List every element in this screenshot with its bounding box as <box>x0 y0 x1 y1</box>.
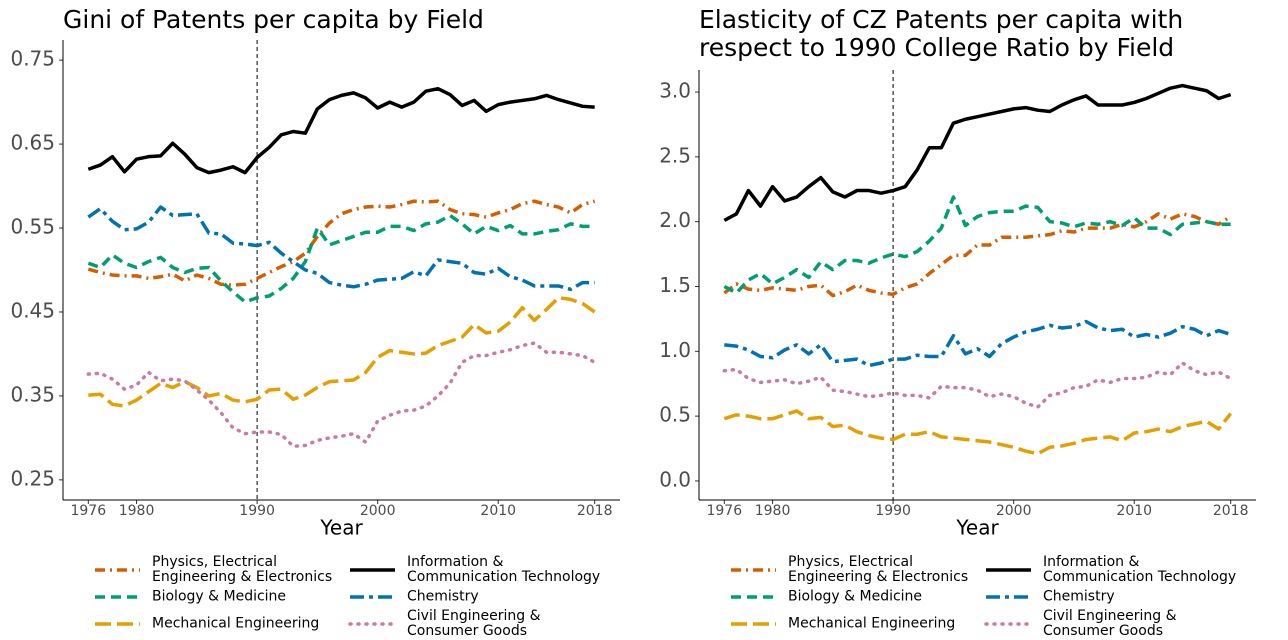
x-tick-label: 2010 <box>1116 503 1152 519</box>
y-tick-label: 0.0 <box>659 467 691 491</box>
series-line <box>722 361 1233 409</box>
x-tick-label: 2000 <box>996 503 1032 519</box>
legend-label: Information & Communication Technology <box>1043 554 1237 585</box>
y-tick-label: 0.25 <box>10 466 55 490</box>
x-tick-label: 1976 <box>706 503 742 519</box>
y-tick-label: 0.35 <box>10 382 55 406</box>
chart-title: Elasticity of CZ Patents per capita with… <box>699 5 1184 62</box>
y-tick-label: 2.0 <box>659 208 691 232</box>
y-tick-label: 0.5 <box>659 403 691 427</box>
series-line <box>723 212 1232 298</box>
series-line <box>723 83 1232 222</box>
series-line <box>88 295 596 408</box>
y-tick-label: 0.45 <box>10 298 55 322</box>
series-line <box>724 319 1232 368</box>
series-line <box>87 205 595 292</box>
x-axis-title: Year <box>955 516 999 540</box>
legend-label: Biology & Medicine <box>788 588 923 605</box>
y-tick-label: 1.0 <box>659 338 691 362</box>
series-line <box>723 195 1231 295</box>
x-tick-label: 2018 <box>1213 503 1249 519</box>
legend-label: Physics, Electrical Engineering & Electr… <box>152 554 333 585</box>
y-tick-label: 0.65 <box>10 131 55 155</box>
legend-label: Civil Engineering & Consumer Goods <box>1043 608 1177 639</box>
x-tick-label: 2000 <box>360 503 396 519</box>
series-line <box>86 341 597 449</box>
legend-label: Chemistry <box>1043 588 1115 605</box>
legend-label: Civil Engineering & Consumer Goods <box>407 608 541 639</box>
chart-title: Gini of Patents per capita by Field <box>63 5 484 34</box>
series-line <box>87 213 595 304</box>
x-tick-label: 1976 <box>70 503 106 519</box>
legend-label: Mechanical Engineering <box>788 615 956 632</box>
legend-label: Information & Communication Technology <box>407 554 601 585</box>
x-tick-label: 1990 <box>875 503 911 519</box>
legend-label: Physics, Electrical Engineering & Electr… <box>788 554 969 585</box>
series-line <box>87 86 595 175</box>
x-tick-label: 2010 <box>480 503 516 519</box>
legend-label: Mechanical Engineering <box>152 615 320 632</box>
y-tick-label: 2.5 <box>659 143 691 167</box>
legend-label: Chemistry <box>407 588 479 605</box>
series-line <box>723 409 1233 456</box>
x-tick-label: 2018 <box>577 503 613 519</box>
y-tick-label: 3.0 <box>659 79 691 103</box>
x-tick-label: 1980 <box>119 503 155 519</box>
legend-label: Biology & Medicine <box>152 588 287 605</box>
x-tick-label: 1980 <box>755 503 791 519</box>
x-tick-label: 1990 <box>239 503 275 519</box>
x-axis-title: Year <box>319 516 363 540</box>
y-tick-label: 1.5 <box>659 273 691 297</box>
series-line <box>87 199 596 287</box>
y-tick-label: 0.75 <box>10 47 55 71</box>
y-tick-label: 0.55 <box>10 215 55 239</box>
